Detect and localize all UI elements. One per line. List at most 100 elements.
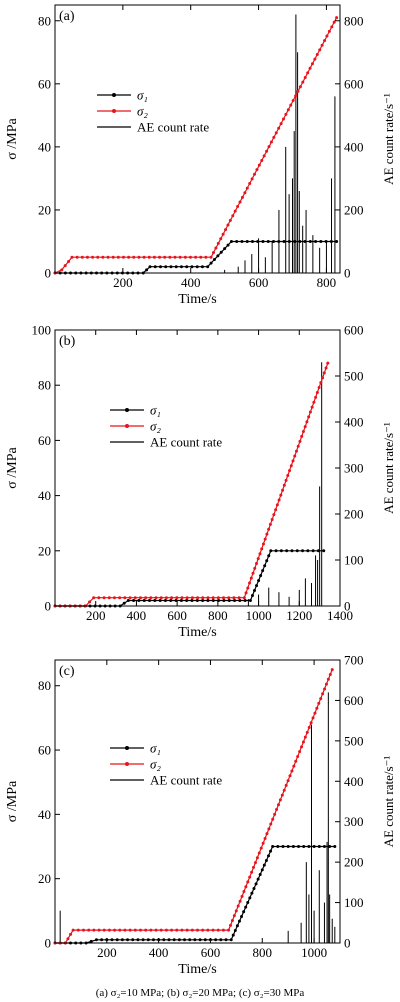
chart-panel-3: 200 400 600 800 1000020406080010020030040050… [5, 653, 396, 978]
sigma2-marker [229, 923, 233, 927]
sigma2-marker [279, 122, 283, 126]
sigma2-marker [298, 750, 302, 754]
sigma2-marker [261, 841, 265, 845]
sigma2-marker [311, 716, 315, 720]
sigma2-marker [154, 928, 158, 932]
x-tick-label: 1000 [246, 608, 272, 623]
x-tick-label: 400 [127, 608, 147, 623]
sigma1-marker [142, 598, 146, 602]
y-left-tick-label: 0 [45, 599, 52, 614]
sigma2-marker [133, 928, 137, 932]
sigma2-marker [67, 259, 71, 263]
y-right-tick-label: 400 [344, 415, 364, 430]
sigma2-marker [255, 856, 259, 860]
sigma2-marker [221, 232, 225, 236]
sigma2-marker [237, 596, 241, 600]
sigma1-marker [250, 594, 254, 598]
sigma2-marker [263, 836, 267, 840]
sigma1-marker [250, 891, 254, 895]
sigma2-marker [243, 191, 247, 195]
legend-label: AE count rate [137, 120, 209, 135]
sigma1-marker [259, 574, 263, 578]
sigma2-marker [274, 508, 278, 512]
sigma2-marker [147, 255, 151, 259]
sigma2-marker [307, 415, 311, 419]
sigma2-marker [196, 928, 199, 932]
sigma2-marker [175, 596, 179, 600]
y-left-axis-title: σ /MPa [5, 780, 20, 822]
sigma2-marker [294, 759, 298, 763]
sigma2-marker [112, 596, 116, 600]
sigma2-marker [190, 928, 194, 932]
sigma2-marker [144, 928, 148, 932]
x-tick-label: 200 [86, 608, 106, 623]
sigma2-marker [121, 255, 125, 259]
sigma2-marker [206, 596, 210, 600]
y-right-tick-label: 200 [344, 202, 364, 217]
sigma2-marker [188, 255, 192, 259]
sigma1-marker [219, 250, 223, 254]
sigma2-marker [275, 503, 279, 507]
sigma2-marker [276, 803, 280, 807]
sigma2-marker [319, 381, 323, 385]
sigma2-marker [317, 701, 321, 705]
sigma2-marker [70, 255, 74, 259]
sigma2-marker [227, 928, 231, 932]
sigma2-marker [87, 928, 91, 932]
sigma2-marker [310, 405, 314, 409]
y-left-tick-label: 0 [45, 936, 52, 951]
sigma1-marker [269, 549, 273, 553]
sigma1-marker [282, 239, 286, 243]
sigma2-marker [305, 730, 309, 734]
sigma1-marker [333, 845, 337, 849]
legend-label: σ₁ [137, 88, 148, 103]
sigma2-marker [257, 851, 261, 855]
sigma2-marker [211, 596, 215, 600]
y-left-tick-label: 40 [38, 488, 51, 503]
sigma1-marker [271, 845, 275, 849]
sigma1-marker [214, 938, 218, 942]
sigma1-marker [293, 239, 297, 243]
sigma1-marker [158, 598, 162, 602]
sigma2-marker [211, 251, 215, 255]
sigma2-marker [199, 255, 203, 259]
sigma1-marker [122, 601, 126, 605]
y-left-tick-label: 80 [38, 13, 51, 28]
y-right-tick-label: 300 [344, 461, 364, 476]
sigma2-marker [231, 214, 235, 218]
sigma1-marker [148, 598, 152, 602]
sigma1-marker [238, 598, 242, 602]
sigma1-marker [212, 257, 216, 261]
sigma2-marker [324, 682, 328, 686]
sigma2-marker [132, 255, 136, 259]
sigma2-marker [216, 241, 220, 245]
sigma2-marker [102, 928, 106, 932]
sigma2-marker [234, 909, 238, 913]
sigma2-marker [71, 928, 75, 932]
sigma2-marker [298, 85, 302, 89]
sigma2-marker [250, 870, 254, 874]
sigma2-marker [170, 596, 174, 600]
y-right-tick-label: 200 [344, 855, 364, 870]
sigma2-marker [280, 793, 284, 797]
sigma1-marker [266, 239, 270, 243]
sigma1-marker [126, 938, 130, 942]
sigma2-marker [250, 177, 254, 181]
sigma2-marker [138, 596, 142, 600]
sigma2-marker [97, 596, 101, 600]
sigma2-marker [305, 420, 309, 424]
y-right-tick-label: 0 [344, 599, 351, 614]
sigma2-marker [321, 376, 325, 380]
sigma2-marker [291, 459, 295, 463]
sigma2-marker [315, 706, 319, 710]
y-right-tick-label: 600 [344, 323, 364, 338]
sigma2-marker [240, 894, 244, 898]
y-right-tick-label: 700 [344, 653, 364, 668]
sigma2-marker [111, 255, 115, 259]
x-tick-label: 400 [149, 945, 169, 960]
sigma2-marker [123, 596, 127, 600]
chart-panel-1: 200 400 600 8000204060800200400600800(a)Tim… [5, 4, 396, 307]
sigma2-marker [292, 764, 296, 768]
sigma1-marker [174, 265, 178, 269]
y-left-tick-label: 0 [45, 266, 52, 281]
